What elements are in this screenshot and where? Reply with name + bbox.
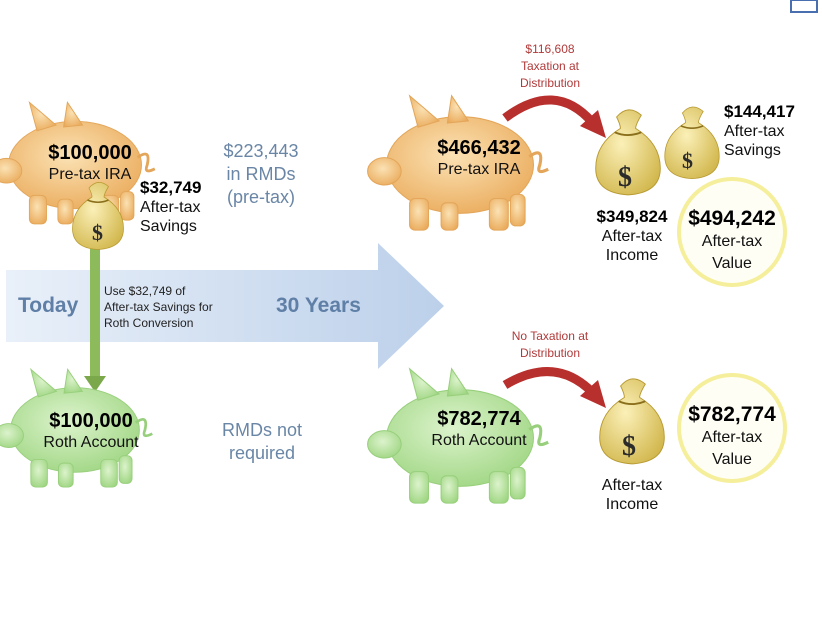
corner-window-icon [790, 0, 818, 13]
future-roth-type: Roth Account [431, 432, 527, 449]
future-income-line2: Income [605, 247, 659, 264]
today-ira-type: Pre-tax IRA [48, 166, 132, 183]
roth-value-amount: $782,774 [688, 403, 776, 426]
future-value-amount: $494,242 [688, 207, 776, 230]
conversion-note-line3: Roth Conversion [104, 316, 194, 330]
dollar-sign-income: $ [618, 162, 632, 193]
future-ira-amount: $466,432 [437, 137, 521, 159]
tax-note-line2: Taxation at [520, 59, 580, 73]
future-value-label: $494,242 After-tax Value [679, 206, 785, 275]
tax-note-line3: Distribution [519, 76, 581, 90]
future-income-label: $349,824 After-tax Income [586, 207, 678, 265]
dollar-sign-today: $ [92, 220, 103, 245]
future-income-amount: $349,824 [596, 207, 668, 226]
timeline-arrow [6, 243, 444, 369]
future-roth-amount: $782,774 [437, 408, 521, 430]
red-arrow-roth [502, 367, 596, 396]
roth-value-line1: After-tax [701, 429, 763, 446]
roth-tax-note-line1: No Taxation at [511, 329, 589, 343]
future-savings-line1: After-tax [724, 123, 785, 140]
red-arrow-ira [502, 95, 596, 126]
future-ira-label: $466,432 Pre-tax IRA [414, 137, 544, 179]
tax-note-line1: $116,608 [525, 42, 575, 56]
future-savings-line2: Savings [724, 142, 781, 159]
rmd-note-line3: (pre-tax) [226, 187, 295, 207]
future-value-line1: After-tax [701, 233, 763, 250]
red-arrow-ira-head [580, 110, 606, 138]
roth-income-line2: Income [605, 496, 659, 513]
conversion-note: Use $32,749 of After-tax Savings for Rot… [104, 283, 213, 331]
future-savings-amount: $144,417 [724, 102, 795, 121]
roth-tax-note-line2: Distribution [519, 346, 581, 360]
roth-income-label: After-tax Income [586, 476, 678, 514]
timeline-end-label: 30 Years [276, 294, 361, 317]
roth-value-line2: Value [712, 451, 752, 468]
today-savings-amount: $32,749 [140, 178, 202, 197]
rmd-note-line1: $223,443 [223, 141, 299, 161]
today-savings-label: $32,749 After-tax Savings [140, 178, 201, 236]
roth-tax-note: No Taxation at Distribution [495, 328, 605, 362]
conversion-note-line1: Use $32,749 of [104, 284, 186, 298]
conversion-arrow-shaft [90, 248, 100, 378]
rmd-note: $223,443 in RMDs (pre-tax) [200, 140, 322, 209]
future-value-line2: Value [712, 255, 752, 272]
conversion-arrow-head [84, 376, 106, 392]
roth-value-label: $782,774 After-tax Value [679, 402, 785, 471]
today-roth-type: Roth Account [43, 434, 139, 451]
future-savings-label: $144,417 After-tax Savings [724, 102, 795, 160]
value-circle-roth [677, 373, 787, 483]
roth-income-line1: After-tax [601, 477, 663, 494]
roth-rmd-note-line1: RMDs not [221, 420, 302, 440]
tax-note: $116,608 Taxation at Distribution [500, 41, 600, 92]
future-roth-label: $782,774 Roth Account [414, 408, 544, 450]
rmd-note-line2: in RMDs [226, 164, 296, 184]
today-savings-line1: After-tax [140, 199, 201, 216]
roth-rmd-note: RMDs not required [204, 419, 320, 465]
today-ira-amount: $100,000 [48, 142, 132, 164]
today-roth-label: $100,000 Roth Account [26, 410, 156, 452]
value-circle-ira [677, 177, 787, 287]
today-ira-label: $100,000 Pre-tax IRA [30, 142, 150, 184]
today-savings-line2: Savings [140, 218, 197, 235]
red-arrow-roth-head [580, 380, 606, 408]
conversion-note-line2: After-tax Savings for [104, 300, 213, 314]
roth-rmd-note-line2: required [228, 443, 296, 463]
timeline-start-label: Today [18, 294, 79, 317]
future-ira-type: Pre-tax IRA [437, 161, 521, 178]
dollar-sign-roth-income: $ [622, 431, 636, 462]
future-income-line1: After-tax [601, 228, 663, 245]
today-roth-amount: $100,000 [49, 410, 133, 432]
dollar-sign-savings: $ [682, 148, 693, 173]
